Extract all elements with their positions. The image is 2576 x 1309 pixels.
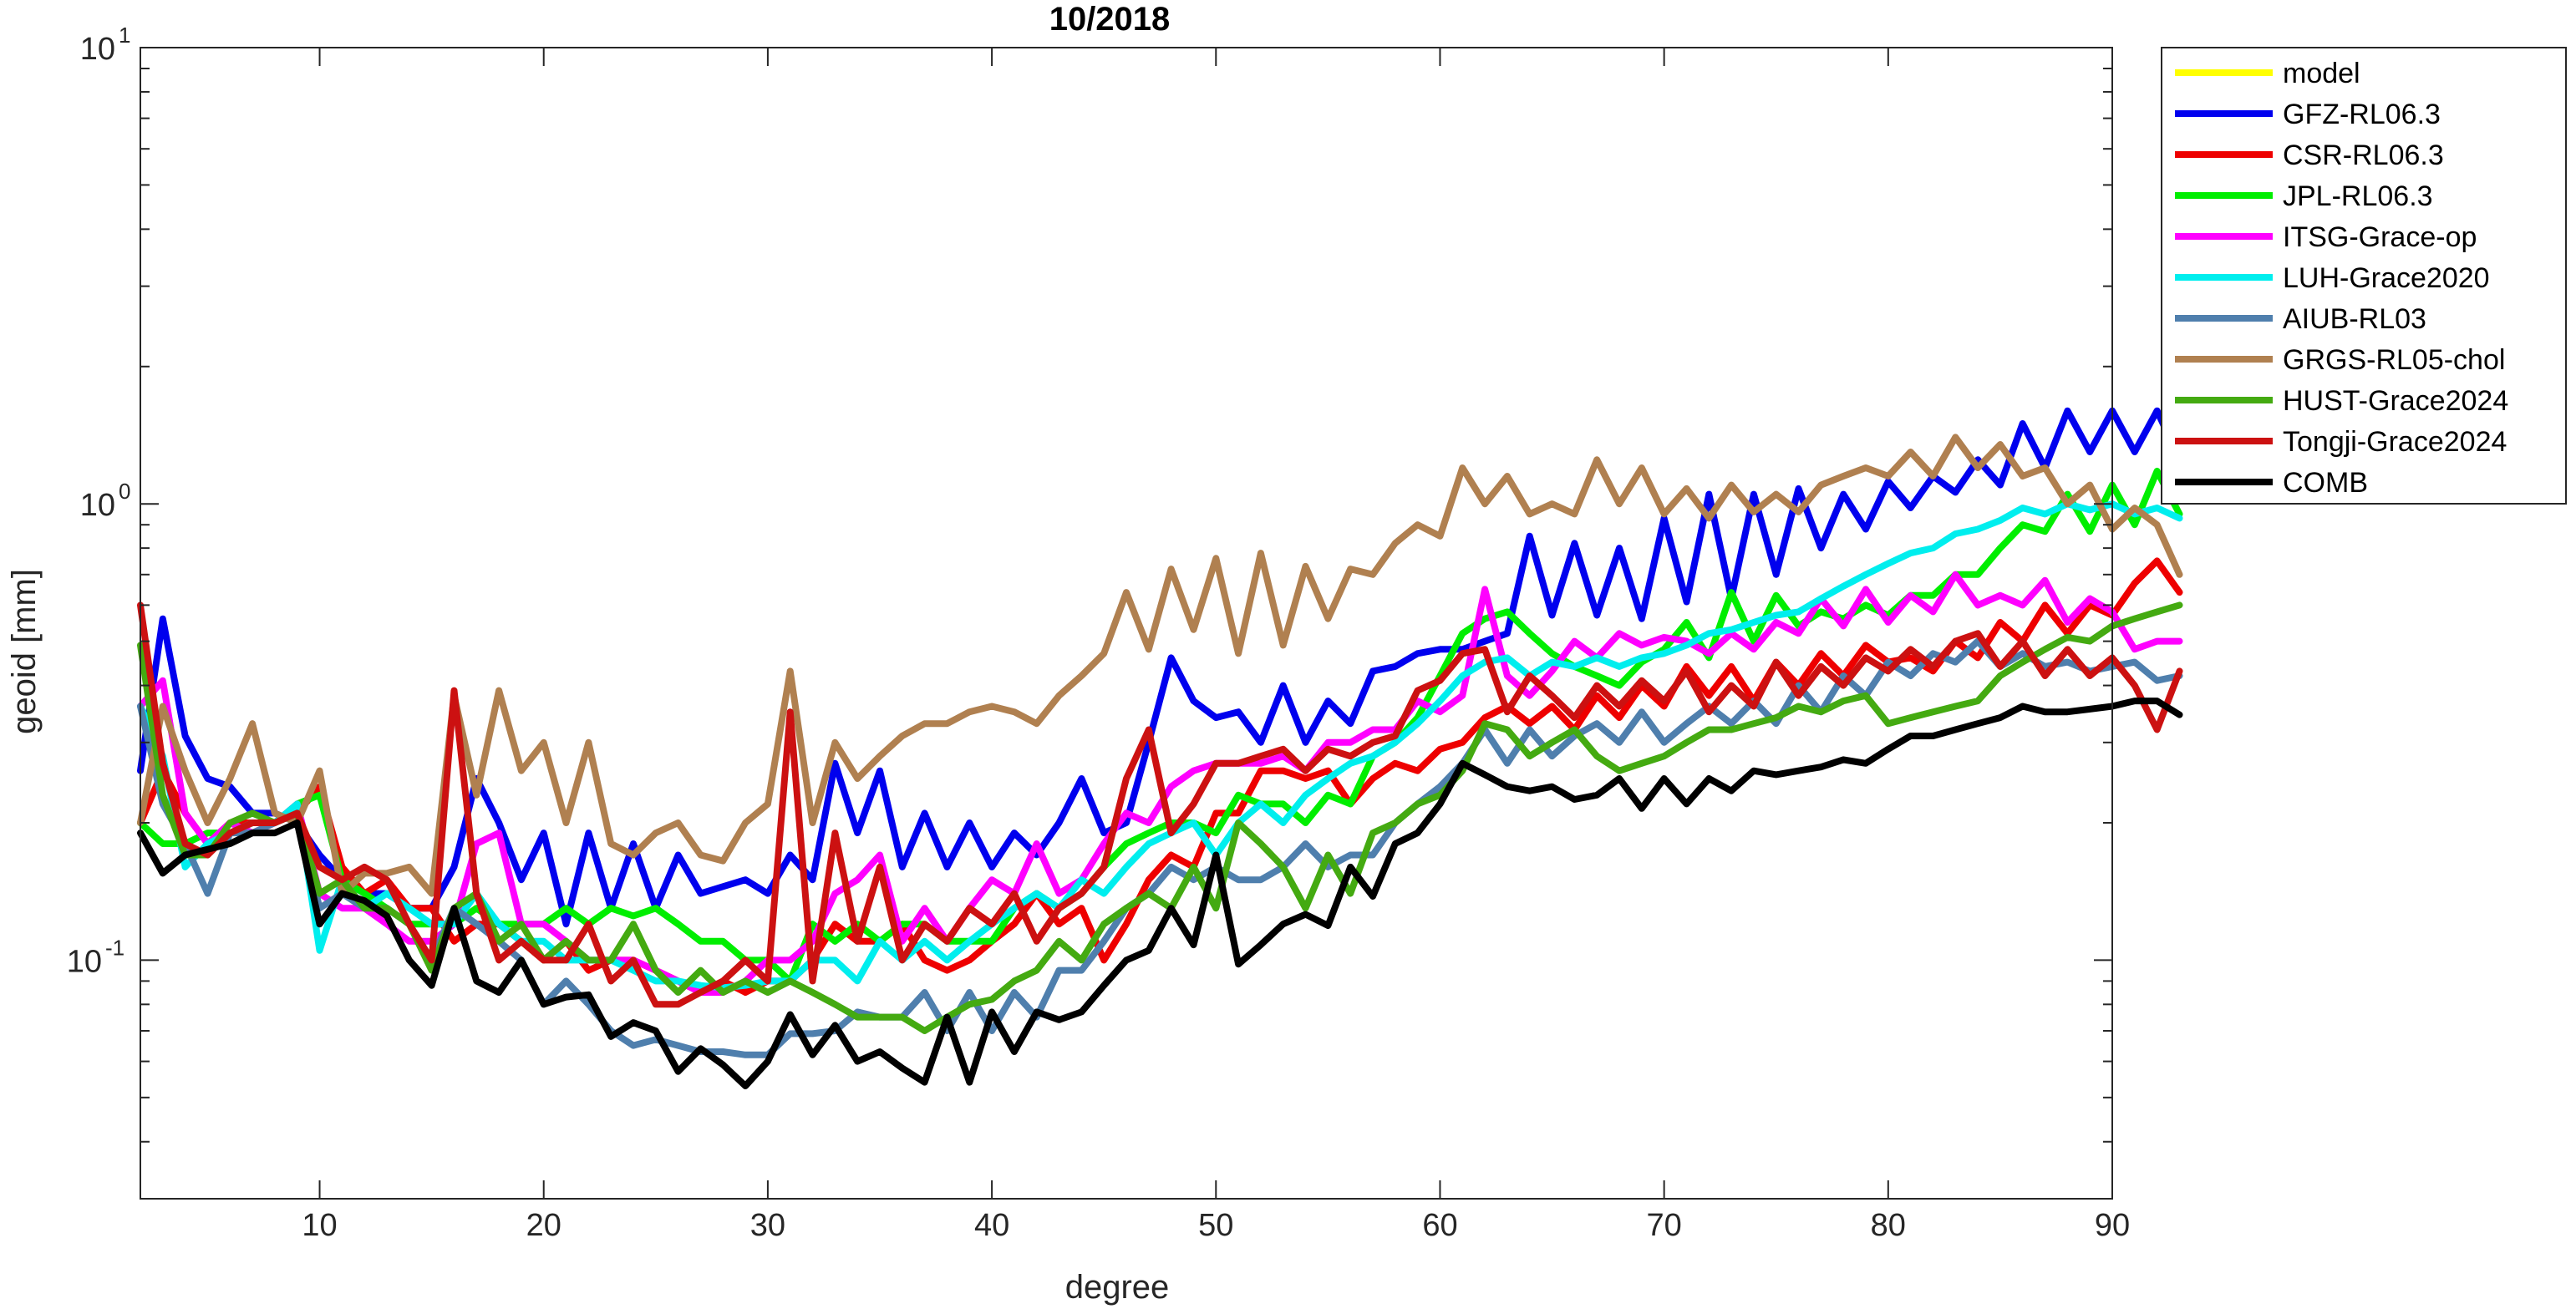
legend-entry-label: AIUB-RL03 <box>2283 303 2426 335</box>
y-tick-label: 10 <box>80 32 115 67</box>
x-tick-label: 50 <box>1198 1208 1233 1243</box>
legend-entry-label: Tongji-Grace2024 <box>2283 426 2507 458</box>
x-tick-label: 80 <box>1871 1208 1906 1243</box>
legend-entry-label: GFZ-RL06.3 <box>2283 99 2441 130</box>
y-tick-label-exponent: 0 <box>119 479 130 504</box>
y-tick-label-exponent: 1 <box>119 23 130 48</box>
x-axis-ticks: 10 20 30 40 50 60 70 80 90 <box>302 48 2130 1243</box>
plot-area-frame <box>140 47 2113 1200</box>
legend-entry-label: ITSG-Grace-op <box>2283 221 2477 253</box>
x-tick-label: 10 <box>302 1208 337 1243</box>
series-line-grgs-rl05-chol <box>137 434 2183 897</box>
legend-entry-label: JPL-RL06.3 <box>2283 180 2433 212</box>
legend-entry-label: LUH-Grace2020 <box>2283 262 2490 294</box>
series-line-tongji-grace2024 <box>137 601 2183 1008</box>
y-tick-label-exponent: -1 <box>105 935 124 960</box>
y-axis-label: geoid [mm] <box>6 569 43 734</box>
series-line-comb <box>137 698 2183 1089</box>
y-tick-label: 10 <box>80 488 115 523</box>
chart-title: 10/2018 <box>1049 1 1171 38</box>
legend-entry-label: CSR-RL06.3 <box>2283 140 2444 171</box>
x-tick-label: 30 <box>750 1208 785 1243</box>
legend: model GFZ-RL06.3 CSR-RL06.3 JPL-RL06.3 ITSG-… <box>2161 47 2567 505</box>
x-tick-label: 60 <box>1422 1208 1457 1243</box>
x-tick-label: 90 <box>2095 1208 2130 1243</box>
x-tick-label: 70 <box>1646 1208 1681 1243</box>
plot-lines <box>137 407 2183 1089</box>
series-line-itsg-grace-op <box>137 571 2183 996</box>
legend-entry-label: model <box>2283 58 2360 89</box>
x-tick-label: 20 <box>526 1208 561 1243</box>
legend-entry-label: COMB <box>2283 467 2368 499</box>
legend-entry-label: HUST-Grace2024 <box>2283 385 2508 417</box>
x-axis-label: degree <box>1065 1269 1170 1306</box>
y-tick-label: 10 <box>67 944 102 979</box>
x-tick-label: 40 <box>974 1208 1009 1243</box>
legend-entry-label: GRGS-RL05-chol <box>2283 344 2505 376</box>
